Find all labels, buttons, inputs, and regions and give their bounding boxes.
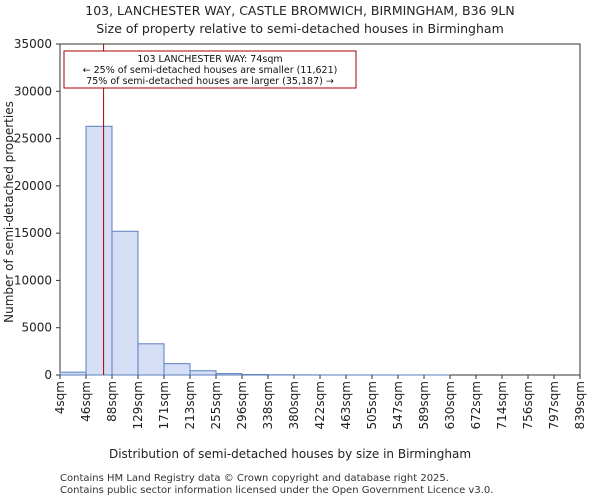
x-tick-label: 505sqm [365,381,379,429]
x-tick-label: 380sqm [287,381,301,429]
x-tick-label: 88sqm [105,381,119,422]
x-axis-label: Distribution of semi-detached houses by … [109,447,471,461]
annotation-line-1: 103 LANCHESTER WAY: 74sqm [137,54,282,65]
x-tick-label: 338sqm [261,381,275,429]
x-tick-label: 672sqm [469,381,483,429]
x-tick-label: 714sqm [495,381,509,429]
y-tick-label: 5000 [21,321,52,335]
y-tick-label: 15000 [14,226,52,240]
histogram-bar [59,371,87,376]
y-tick-label: 0 [44,368,52,382]
footer-copyright: Contains HM Land Registry data © Crown c… [60,473,449,484]
x-tick-label: 839sqm [573,381,587,429]
y-tick-label: 35000 [14,37,52,51]
x-tick-label: 463sqm [339,381,353,429]
x-tick-label: 129sqm [131,381,145,429]
histogram-bar [189,370,217,376]
annotation-line-2: ← 25% of semi-detached houses are smalle… [83,65,338,76]
y-tick-label: 10000 [14,273,52,287]
x-tick-label: 797sqm [547,381,561,429]
chart-subtitle: Size of property relative to semi-detach… [96,21,504,36]
annotation-box: 103 LANCHESTER WAY: 74sqm ← 25% of semi-… [63,50,357,89]
y-axis-label: Number of semi-detached properties [2,101,16,323]
y-tick-label: 25000 [14,132,52,146]
annotation-line-3: 75% of semi-detached houses are larger (… [86,76,334,87]
footer-licence: Contains public sector information licen… [60,485,494,496]
x-tick-label: 756sqm [521,381,535,429]
histogram-bar [111,230,139,376]
x-tick-label: 171sqm [157,381,171,429]
histogram-bar [163,363,191,376]
x-tick-label: 630sqm [443,381,457,429]
histogram-bar [215,373,243,376]
x-tick-label: 589sqm [417,381,431,429]
histogram-bar [137,343,165,376]
histogram-bar [85,125,113,376]
y-tick-label: 30000 [14,84,52,98]
x-tick-label: 4sqm [53,381,67,414]
x-tick-label: 213sqm [183,381,197,429]
x-tick-label: 46sqm [79,381,93,422]
x-tick-label: 255sqm [209,381,223,429]
chart-title: 103, LANCHESTER WAY, CASTLE BROMWICH, BI… [85,3,515,18]
x-tick-label: 547sqm [391,381,405,429]
x-tick-label: 422sqm [313,381,327,429]
x-tick-label: 296sqm [235,381,249,429]
y-tick-label: 20000 [14,179,52,193]
